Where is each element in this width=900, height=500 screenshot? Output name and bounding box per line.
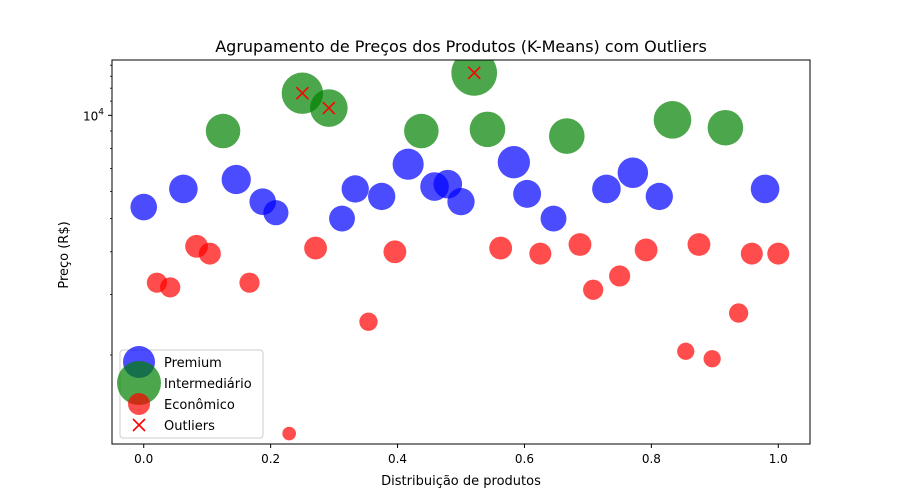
economico-point — [359, 312, 378, 331]
legend-label: Intermediário — [164, 377, 252, 392]
legend-marker — [117, 361, 161, 405]
legend-marker — [128, 393, 150, 415]
legend: Premium Intermediário Econômico Outliers — [117, 346, 264, 439]
x-tick-label: 0.6 — [515, 452, 534, 466]
premium-point — [645, 182, 673, 211]
premium-point — [130, 193, 158, 221]
y-tick-label: 104 — [83, 107, 104, 123]
x-tick-label: 0.8 — [642, 452, 661, 466]
premium-point — [497, 146, 531, 179]
economico-point — [198, 242, 221, 265]
premium-point — [263, 200, 289, 226]
outlier-marker — [467, 66, 481, 80]
economico-point — [609, 265, 631, 287]
x-tick-label: 0.0 — [134, 452, 153, 466]
economico-point — [740, 242, 763, 265]
premium-point — [617, 157, 649, 189]
premium-point — [392, 148, 424, 180]
economico-point — [489, 236, 513, 260]
intermediario-point — [451, 60, 498, 96]
economico-point — [634, 238, 658, 262]
intermediario-point — [205, 113, 241, 149]
economico-point — [239, 272, 260, 293]
premium-point — [329, 205, 355, 232]
economico-point — [728, 303, 749, 323]
premium-point — [368, 182, 396, 211]
economico-point — [703, 350, 721, 368]
premium-point — [513, 179, 542, 208]
premium-point — [447, 188, 475, 216]
economico-point — [282, 426, 296, 441]
outlier-marker — [295, 86, 309, 100]
premium-point — [592, 174, 621, 204]
x-axis-label: Distribuição de produtos — [381, 474, 541, 489]
economico-point — [529, 242, 552, 265]
premium-point — [750, 174, 780, 204]
intermediario-point — [404, 113, 439, 149]
chart-title: Agrupamento de Preços dos Produtos (K-Me… — [215, 37, 707, 56]
axes-layer: 0.0 0.2 0.4 0.6 0.8 1.0 104 — [83, 59, 811, 466]
premium-point — [540, 205, 567, 232]
premium-point — [341, 175, 369, 203]
economico-point — [383, 240, 407, 264]
legend-label: Premium — [164, 356, 222, 371]
economico-point — [767, 242, 790, 265]
x-tick-label: 0.4 — [388, 452, 407, 466]
outlier-marker — [322, 101, 336, 115]
y-axis-label: Preço (R$) — [57, 221, 72, 288]
premium-point — [221, 164, 251, 195]
economico-point — [568, 233, 592, 256]
intermediario-point — [469, 111, 506, 148]
legend-label: Outliers — [164, 419, 215, 434]
x-tick-label: 1.0 — [769, 452, 788, 466]
economico-point — [583, 279, 604, 300]
intermediario-point — [548, 118, 585, 154]
premium-point — [169, 174, 198, 204]
intermediario-point — [653, 101, 692, 139]
legend-marker-outliers — [132, 418, 146, 432]
economico-point — [160, 277, 181, 298]
economico-point — [304, 236, 327, 260]
plot-layer — [130, 60, 790, 441]
economico-point — [677, 342, 695, 360]
economico-point — [687, 233, 711, 256]
x-tick-label: 0.2 — [261, 452, 280, 466]
intermediario-point — [707, 109, 744, 146]
legend-label: Econômico — [164, 398, 235, 413]
